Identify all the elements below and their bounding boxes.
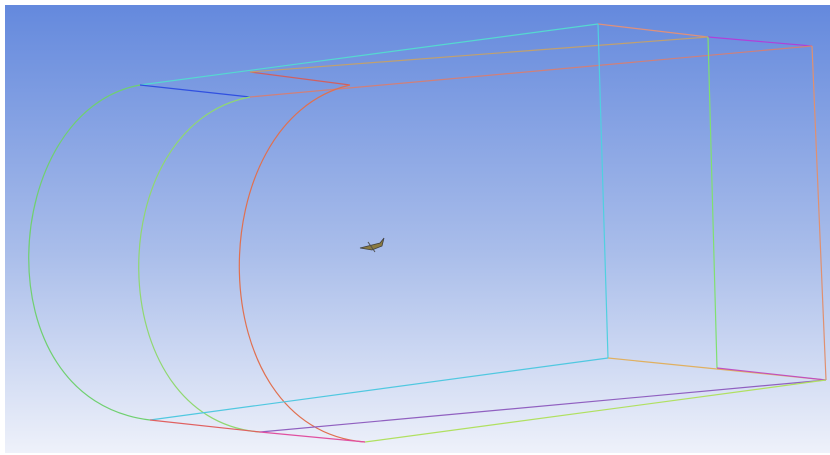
edge <box>139 23 599 86</box>
edge <box>249 71 351 86</box>
aircraft-wing <box>367 241 376 253</box>
edge <box>364 379 827 443</box>
arc <box>28 84 151 421</box>
arc <box>238 84 366 443</box>
edge <box>716 367 827 381</box>
arc <box>138 96 261 433</box>
edge <box>259 379 827 433</box>
edge <box>139 84 251 98</box>
edge <box>149 419 261 433</box>
aircraft-body <box>359 237 385 251</box>
wireframe <box>28 23 827 443</box>
aircraft[interactable] <box>359 237 385 253</box>
edge <box>597 23 609 359</box>
edge <box>707 36 718 369</box>
edge <box>249 45 813 98</box>
edge <box>597 23 709 38</box>
edge <box>149 357 609 421</box>
edge <box>707 36 813 47</box>
edge <box>811 45 827 381</box>
background <box>5 5 830 453</box>
edge <box>259 431 366 443</box>
edge <box>249 36 709 73</box>
